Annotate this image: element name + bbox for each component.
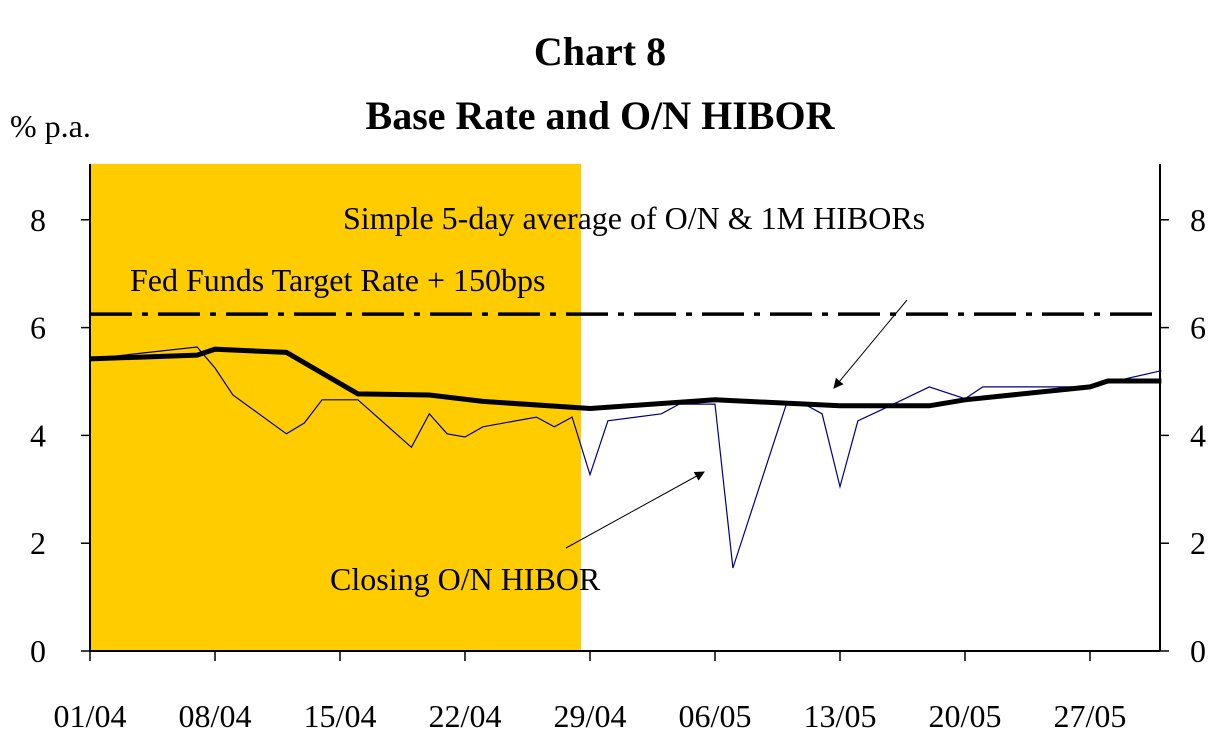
y-axis-unit-label: % p.a. xyxy=(10,108,91,144)
x-tick-label: 06/05 xyxy=(679,698,752,734)
annotation-5day-average: Simple 5-day average of O/N & 1M HIBORs xyxy=(343,200,925,236)
x-tick-label: 08/04 xyxy=(179,698,252,734)
annotation-closing-hibor: Closing O/N HIBOR xyxy=(330,561,601,597)
series-line-1 xyxy=(89,346,1162,412)
y-tick-label-right: 8 xyxy=(1190,202,1206,238)
x-tick-label: 29/04 xyxy=(554,698,627,734)
y-tick-label-left: 6 xyxy=(30,310,46,346)
y-tick-label-left: 2 xyxy=(30,525,46,561)
shaded-period xyxy=(90,163,581,651)
y-tick-label-right: 6 xyxy=(1190,310,1206,346)
x-tick-label: 22/04 xyxy=(429,698,502,734)
chart-title: Chart 8 xyxy=(533,29,667,74)
chart-subtitle: Base Rate and O/N HIBOR xyxy=(365,93,835,138)
x-tick-label: 27/05 xyxy=(1054,698,1127,734)
series-line-0 xyxy=(89,346,1162,569)
y-tick-label-left: 8 xyxy=(30,202,46,238)
y-tick-label-left: 4 xyxy=(30,417,46,453)
x-tick-label: 01/04 xyxy=(54,698,127,734)
x-tick-label: 20/05 xyxy=(929,698,1002,734)
arrow-closing-hibor xyxy=(565,471,705,549)
y-tick-label-right: 0 xyxy=(1190,633,1206,669)
y-tick-label-right: 4 xyxy=(1190,417,1206,453)
y-tick-label-right: 2 xyxy=(1190,525,1206,561)
y-tick-label-left: 0 xyxy=(30,633,46,669)
arrow-5day-average xyxy=(833,299,908,389)
annotation-fed-funds: Fed Funds Target Rate + 150bps xyxy=(130,262,546,298)
x-tick-label: 13/05 xyxy=(804,698,877,734)
x-tick-label: 15/04 xyxy=(304,698,377,734)
